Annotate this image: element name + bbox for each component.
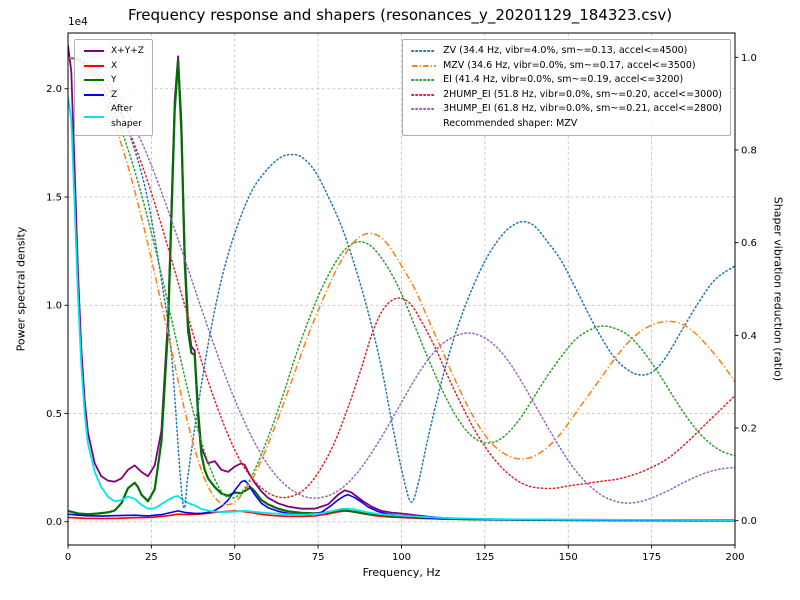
legend-label: X+Y+Z — [111, 46, 144, 56]
legend-entry-y: Y — [83, 73, 144, 88]
legend-line-swatch — [84, 64, 104, 67]
right-y-tick-label: 1.0 — [741, 53, 757, 64]
legend-line-swatch — [412, 64, 437, 67]
left-y-tick-label: 2.0 — [46, 84, 62, 95]
plot-area — [68, 45, 735, 522]
legend-entry-xyz: X+Y+Z — [83, 44, 144, 59]
x-tick-label: 150 — [559, 552, 578, 563]
legend-label: 2HUMP_EI (51.8 Hz, vibr=0.0%, sm~=0.20, … — [443, 88, 722, 100]
legend-entry-z: Z — [83, 88, 144, 103]
x-tick-label: 175 — [642, 552, 661, 563]
legend-label: MZV (34.6 Hz, vibr=0.0%, sm~=0.17, accel… — [443, 59, 696, 71]
x-tick-label: 100 — [392, 552, 411, 563]
legend-shapers: ZV (34.4 Hz, vibr=4.0%, sm~=0.13, accel<… — [402, 39, 731, 136]
legend-entry-zv: ZV (34.4 Hz, vibr=4.0%, sm~=0.13, accel<… — [411, 44, 722, 59]
legend-entry-mzv: MZV (34.6 Hz, vibr=0.0%, sm~=0.17, accel… — [411, 59, 722, 74]
left-y-tick-label: 0.0 — [46, 517, 62, 528]
left-axis-offset-text: 1e4 — [68, 16, 88, 28]
legend-label: X — [111, 60, 118, 71]
x-tick-label: 0 — [65, 552, 71, 563]
x-tick-label: 50 — [228, 552, 241, 563]
legend-entry-recommended-note: Recommended shaper: MZV — [411, 117, 722, 132]
legend-label: Recommended shaper: MZV — [443, 117, 578, 129]
right-y-tick-label: 0.6 — [741, 238, 757, 249]
legend-line-swatch — [411, 79, 438, 82]
legend-label: EI (41.4 Hz, vibr=0.0%, sm~=0.19, accel<… — [443, 74, 684, 85]
legend-psd: X+Y+Z X Y Z After shaper — [74, 39, 153, 136]
left-y-tick-label: 1.0 — [46, 301, 62, 312]
right-axis-label: Shaper vibration reduction (ratio) — [771, 196, 785, 382]
x-tick-label: 125 — [475, 552, 494, 563]
legend-label: 3HUMP_EI (61.8 Hz, vibr=0.0%, sm~=0.21, … — [443, 103, 722, 114]
x-tick-label: 75 — [312, 552, 325, 563]
legend-label: Z — [111, 89, 118, 100]
legend-label: Y — [111, 75, 117, 85]
x-tick-label: 200 — [725, 552, 744, 563]
legend-entry-after-shaper: After shaper — [83, 102, 144, 131]
legend-entry-x: X — [83, 59, 144, 74]
legend-line-swatch — [84, 93, 104, 96]
x-tick-label: 25 — [145, 552, 158, 563]
left-axis-label: Power spectral density — [14, 226, 28, 352]
right-y-tick-label: 0.8 — [741, 145, 757, 156]
x-axis-label: Frequency, Hz — [362, 566, 441, 579]
psd-series-xyz — [68, 45, 735, 521]
shaper-series-mzv — [68, 56, 735, 506]
left-y-tick-label: 1.5 — [46, 192, 62, 203]
psd-series-y — [68, 59, 735, 522]
shaper-series-zv — [68, 56, 735, 509]
shaper-series-ei — [68, 56, 735, 499]
legend-entry-3hump-ei: 3HUMP_EI (61.8 Hz, vibr=0.0%, sm~=0.21, … — [411, 102, 722, 117]
shaper-series-3hump-ei — [68, 56, 735, 504]
psd-series-after-shaper — [68, 97, 735, 521]
legend-line-swatch — [411, 108, 438, 111]
legend-note-spacer — [411, 119, 437, 129]
legend-line-swatch — [411, 93, 438, 96]
legend-line-swatch — [84, 79, 104, 82]
right-y-tick-label: 0.2 — [741, 424, 757, 435]
legend-entry-2hump-ei: 2HUMP_EI (51.8 Hz, vibr=0.0%, sm~=0.20, … — [411, 88, 722, 103]
left-y-tick-label: 0.5 — [46, 409, 62, 420]
legend-line-swatch — [84, 115, 104, 118]
chart-title: Frequency response and shapers (resonanc… — [127, 6, 673, 24]
legend-line-swatch — [411, 50, 438, 53]
legend-entry-ei: EI (41.4 Hz, vibr=0.0%, sm~=0.19, accel<… — [411, 73, 722, 88]
right-y-tick-label: 0.0 — [741, 516, 757, 527]
legend-line-swatch — [84, 50, 104, 53]
legend-label: ZV (34.4 Hz, vibr=4.0%, sm~=0.13, accel<… — [443, 45, 688, 56]
legend-label: After shaper — [111, 104, 142, 129]
right-y-tick-label: 0.4 — [741, 331, 757, 342]
shaper-series-2hump-ei — [68, 56, 735, 499]
